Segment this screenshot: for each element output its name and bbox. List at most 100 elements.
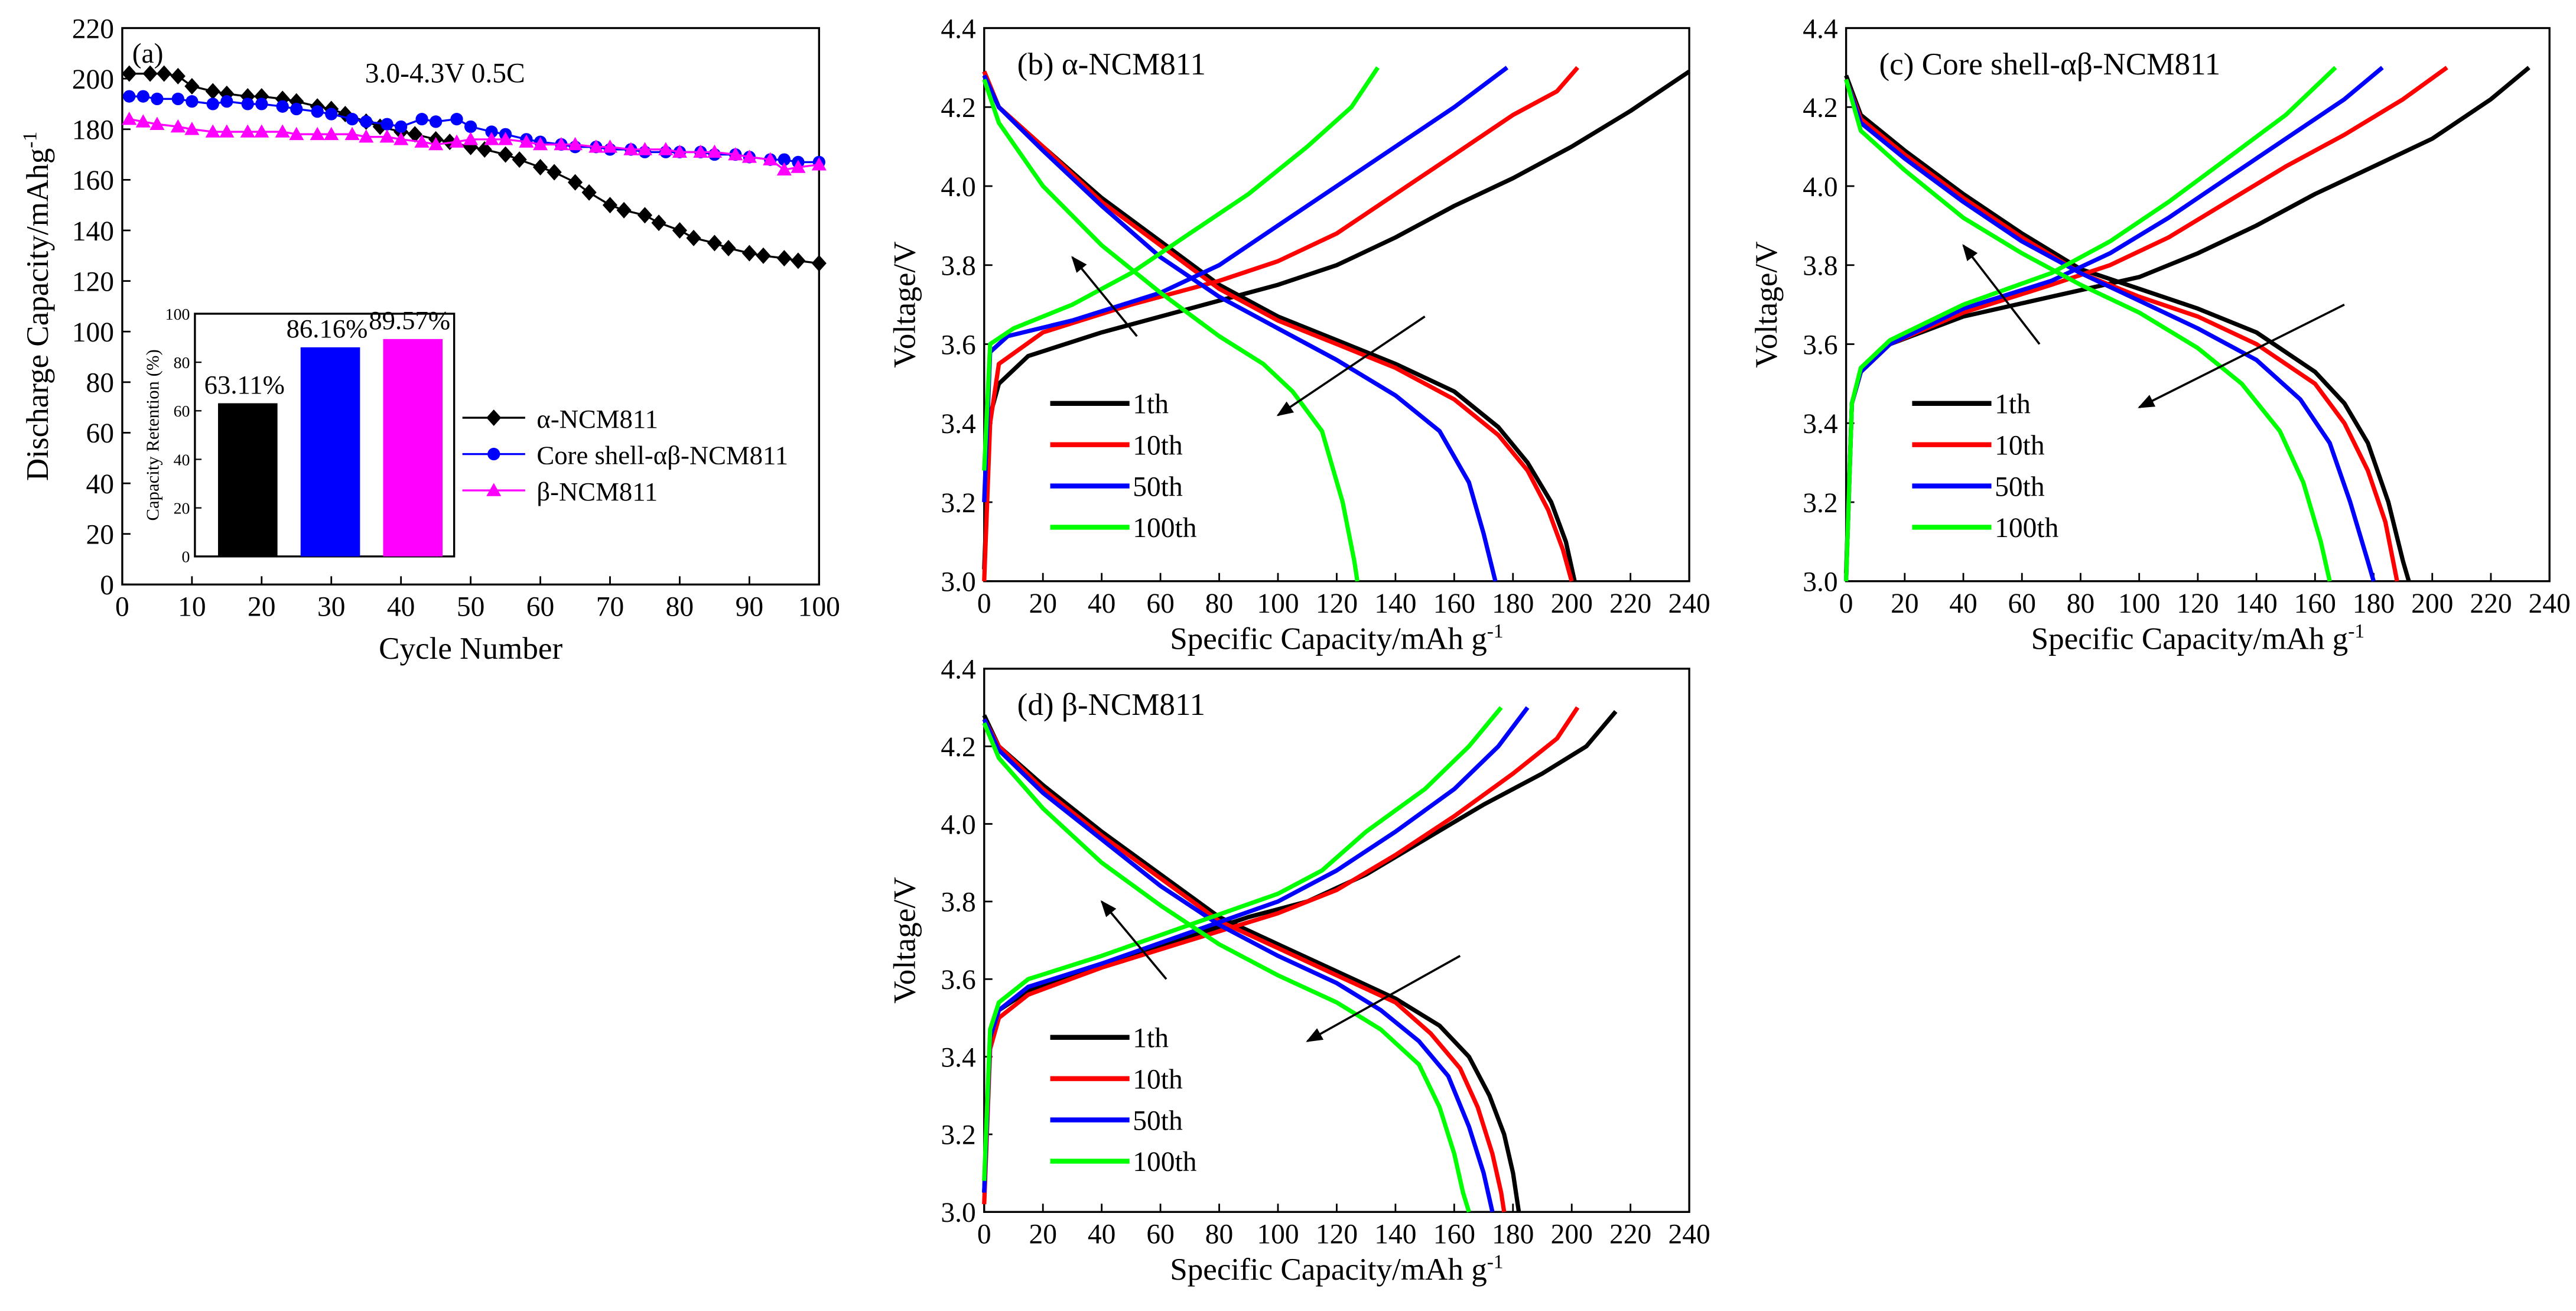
- a-data-point: [498, 146, 513, 163]
- b-x-axis-label: Specific Capacity/mAh g-1: [1170, 620, 1503, 656]
- a-inset-y-tick-label: 20: [174, 499, 190, 518]
- a-inset-bar-label: 63.11%: [204, 370, 285, 399]
- d-y-tick-label: 3.0: [941, 1198, 975, 1228]
- d-discharge-curve: [982, 714, 1521, 1212]
- b-x-tick-label: 120: [1316, 588, 1358, 619]
- c-y-tick-label: 4.0: [1803, 172, 1837, 203]
- a-x-tick-label: 30: [317, 591, 346, 622]
- d-series-2: [982, 706, 1530, 1213]
- a-y-tick-label: 0: [100, 570, 114, 601]
- b-panel-label: (b) α-NCM811: [1017, 47, 1206, 82]
- c-x-tick-label: 180: [2353, 588, 2395, 619]
- a-y-tick-label: 60: [86, 418, 113, 449]
- d-y-tick-label: 3.4: [941, 1042, 976, 1073]
- b-series-3: [982, 66, 1380, 582]
- a-data-point: [450, 113, 463, 126]
- d-y-tick-label: 3.6: [941, 965, 975, 996]
- a-data-point: [728, 147, 743, 161]
- a-data-point: [275, 124, 290, 138]
- a-data-point: [254, 124, 269, 138]
- d-y-tick-label: 4.4: [941, 655, 976, 685]
- a-inset-bar: [383, 339, 443, 557]
- a-data-point: [763, 152, 778, 165]
- b-x-axis-label-sup: -1: [1487, 620, 1504, 642]
- a-data-point: [415, 113, 428, 126]
- b-charge-curve: [982, 66, 1509, 503]
- c-plot-frame: [1845, 27, 2551, 583]
- b-x-tick-label: 220: [1609, 588, 1651, 619]
- c-x-tick-label: 140: [2235, 588, 2277, 619]
- a-y-tick-label: 220: [72, 14, 114, 44]
- d-charge-curve: [982, 706, 1530, 1193]
- a-data-point: [359, 129, 374, 143]
- d-x-tick-label: 160: [1433, 1219, 1475, 1250]
- d-discharge-curve: [982, 722, 1471, 1213]
- d-x-tick-label: 80: [1205, 1219, 1234, 1250]
- a-data-point: [170, 67, 186, 84]
- d-charge-curve: [982, 706, 1580, 1205]
- a-data-point: [241, 97, 254, 110]
- a-y-tick-label: 120: [72, 266, 114, 297]
- b-legend-label: 10th: [1133, 430, 1183, 461]
- d-x-tick-label: 140: [1374, 1219, 1416, 1250]
- a-x-tick-label: 70: [596, 591, 625, 622]
- panel-b-alpha-voltage-chart: 0 20 40 60 80 100 120 140 160 180 200 220 240 3.0 3.2 3…: [887, 14, 1710, 656]
- d-x-tick-label: 100: [1257, 1219, 1299, 1250]
- b-charge-curve: [982, 66, 1579, 581]
- a-data-point: [325, 108, 338, 121]
- c-legend: 1th 10th 50th 100th: [1912, 389, 2059, 544]
- a-data-point: [310, 126, 325, 141]
- a-data-point: [707, 144, 722, 158]
- d-x-tick-label: 120: [1316, 1219, 1358, 1250]
- a-data-point: [776, 250, 792, 267]
- b-x-tick-label: 80: [1205, 588, 1234, 619]
- a-data-point: [588, 139, 604, 153]
- a-data-point: [393, 132, 409, 145]
- b-series-0: [982, 69, 1691, 582]
- b-plot-frame: [983, 27, 1690, 583]
- d-y-tick-label: 4.0: [941, 809, 975, 840]
- a-y-tick-label: 80: [86, 368, 113, 399]
- c-x-tick-label: 80: [2067, 588, 2095, 619]
- d-discharge-curve: [982, 718, 1495, 1213]
- a-data-point: [157, 65, 172, 82]
- d-x-tick-label: 220: [1609, 1219, 1651, 1250]
- c-y-tick-label: 3.6: [1803, 330, 1837, 360]
- a-data-point: [123, 90, 136, 103]
- a-data-point: [532, 158, 548, 175]
- a-data-point: [637, 207, 653, 224]
- a-legend-label: α-NCM811: [536, 404, 658, 434]
- b-y-tick-label: 3.4: [941, 409, 976, 440]
- a-legend-marker: [486, 483, 502, 496]
- c-trend-arrow: [2138, 303, 2345, 409]
- a-data-point: [170, 119, 186, 133]
- a-y-axis-label-sup: -1: [19, 132, 41, 148]
- a-data-point: [811, 157, 827, 171]
- a-data-point: [686, 229, 701, 246]
- c-x-tick-label: 240: [2529, 588, 2571, 619]
- a-data-point: [219, 124, 235, 138]
- b-x-tick-label: 140: [1374, 588, 1416, 619]
- a-y-tick-label: 200: [72, 64, 114, 95]
- b-series-2: [982, 66, 1509, 582]
- panel-c-core-shell-voltage-chart: 0 20 40 60 80 100 120 140 160 180 200 220 240 3.0 3.2 3…: [1749, 14, 2571, 656]
- b-x-tick-label: 20: [1029, 588, 1057, 619]
- c-series-3: [1843, 66, 2337, 582]
- a-data-point: [255, 97, 268, 110]
- c-x-tick-label: 200: [2411, 588, 2453, 619]
- c-legend-label: 50th: [1995, 471, 2045, 502]
- c-discharge-curve: [1844, 79, 2399, 582]
- d-trend-arrow: [1306, 955, 1461, 1042]
- a-data-point: [616, 201, 632, 219]
- d-legend-label: 100th: [1133, 1147, 1196, 1177]
- a-legend: α-NCM811 Core shell-αβ-NCM811 β-NCM811: [462, 404, 788, 506]
- a-data-point: [360, 115, 373, 128]
- b-x-tick-label: 160: [1433, 588, 1475, 619]
- a-data-point: [567, 174, 583, 191]
- d-panel-label: (d) β-NCM811: [1017, 688, 1205, 722]
- a-x-tick-label: 50: [457, 591, 485, 622]
- c-y-tick-label: 4.4: [1803, 14, 1838, 44]
- a-data-point: [672, 222, 688, 239]
- b-x-tick-label: 200: [1551, 588, 1593, 619]
